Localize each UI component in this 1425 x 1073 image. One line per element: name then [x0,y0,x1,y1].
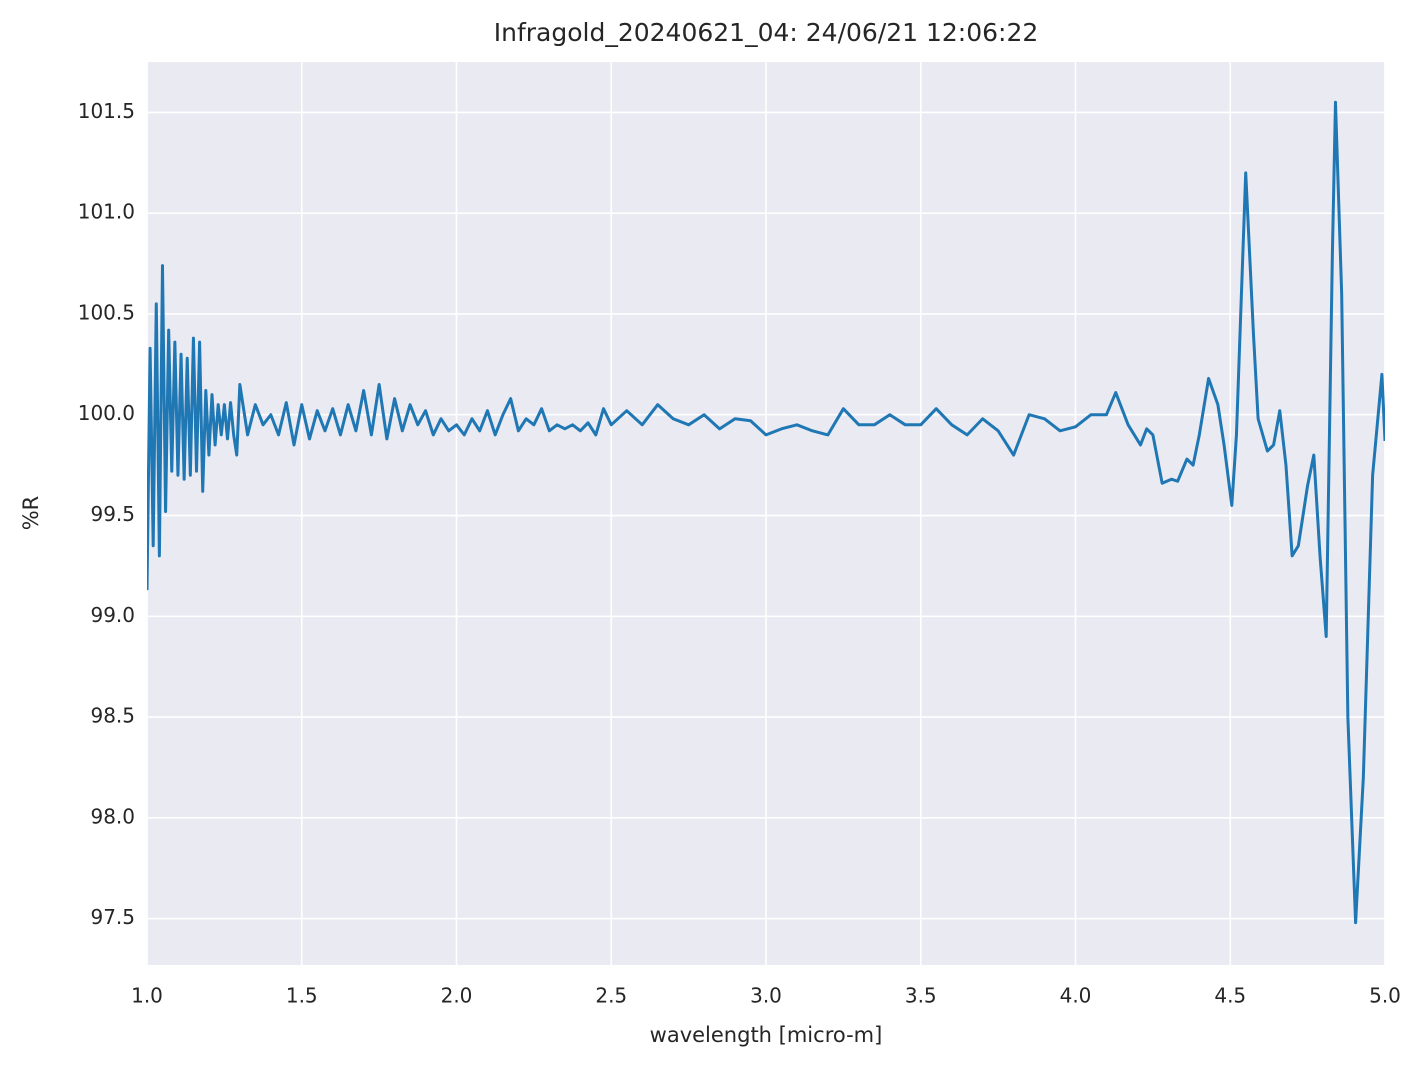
data-line [147,100,1385,925]
x-tick-label: 4.0 [1060,984,1092,1008]
x-tick-label: 1.5 [286,984,318,1008]
y-tick-label: 99.0 [90,603,135,627]
x-tick-label: 3.0 [750,984,782,1008]
x-tick-label: 5.0 [1369,984,1401,1008]
y-axis-label: %R [19,496,43,531]
y-tick-label: 99.5 [90,502,135,526]
y-tick-label: 100.0 [78,401,135,425]
y-tick-label: 98.0 [90,804,135,828]
x-tick-label: 4.5 [1214,984,1246,1008]
y-tick-label: 98.5 [90,704,135,728]
chart-title: Infragold_20240621_04: 24/06/21 12:06:22 [494,18,1039,47]
x-tick-label: 2.5 [595,984,627,1008]
y-tick-label: 101.0 [78,200,135,224]
y-tick-label: 97.5 [90,905,135,929]
x-tick-label: 1.0 [131,984,163,1008]
x-tick-label: 2.0 [441,984,473,1008]
y-tick-label: 101.5 [78,99,135,123]
x-axis-label: wavelength [micro-m] [650,1023,883,1047]
x-tick-label: 3.5 [905,984,937,1008]
y-tick-label: 100.5 [78,300,135,324]
